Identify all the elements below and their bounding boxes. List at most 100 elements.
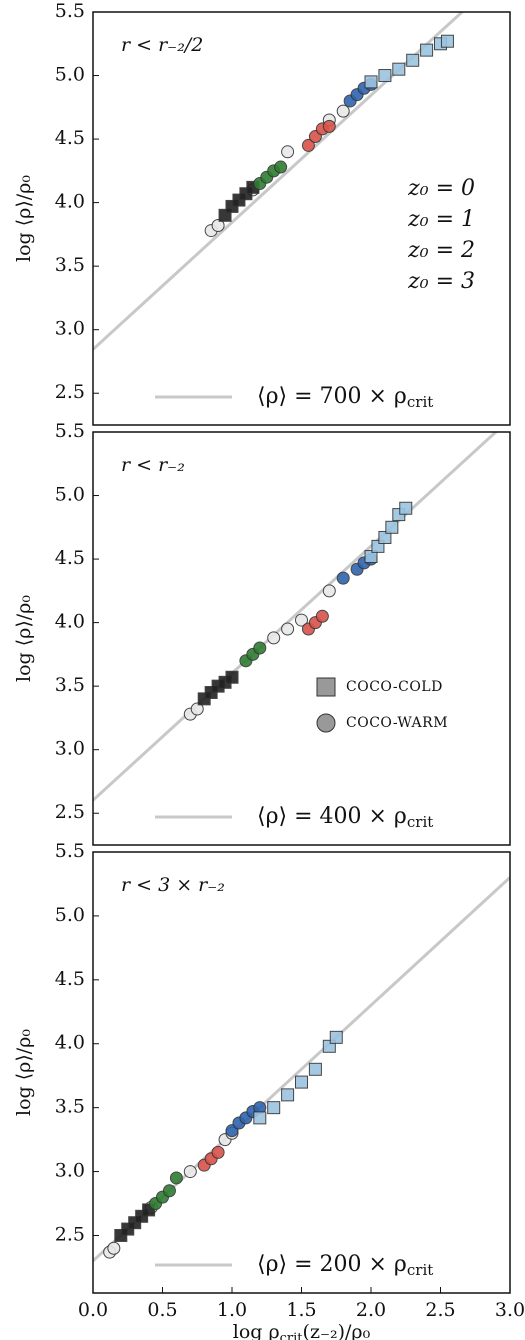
y-tick-label: 3.5 <box>55 254 85 276</box>
legend-line-label: ⟨ρ⟩ = 400 × ρcrit <box>257 804 433 831</box>
point <box>281 145 295 159</box>
point <box>295 1075 308 1089</box>
y-tick-label: 5.0 <box>55 484 85 506</box>
y-tick-label: 5.0 <box>55 64 85 86</box>
panel-annotation: r < 3 × r₋₂ <box>121 874 225 896</box>
y-tick-label: 5.5 <box>55 0 85 22</box>
y-tick-label: 4.5 <box>55 547 85 569</box>
point <box>211 1145 225 1159</box>
y-tick-label: 4.0 <box>55 191 85 213</box>
point <box>364 75 378 89</box>
x-tick-label: 3.0 <box>495 1299 525 1321</box>
y-tick-label: 5.5 <box>55 840 85 862</box>
reference-line <box>93 12 465 351</box>
x-tick-label: 1.0 <box>217 1299 247 1321</box>
legend-marker <box>316 677 336 697</box>
legend-line-label: ⟨ρ⟩ = 200 × ρcrit <box>257 1252 433 1279</box>
legend-marker <box>316 713 336 733</box>
y-tick-label: 3.0 <box>55 738 85 760</box>
y-tick-label: 3.0 <box>55 1160 85 1182</box>
point <box>322 584 336 598</box>
y-tick-label: 3.5 <box>55 1096 85 1118</box>
frame <box>92 11 511 426</box>
legend-entry: COCO-WARM <box>346 715 448 731</box>
legend-line-sub: crit <box>407 813 433 831</box>
point <box>406 53 420 67</box>
point <box>183 1165 197 1179</box>
point <box>378 69 392 83</box>
x-tick-label: 2.5 <box>425 1299 455 1321</box>
point <box>336 571 350 585</box>
legend-entry: z₀ = 2 <box>407 238 475 263</box>
legend-line-sub: crit <box>407 1261 433 1279</box>
legend-entry: z₀ = 3 <box>407 269 475 294</box>
y-tick-label: 3.0 <box>55 318 85 340</box>
point <box>107 1241 121 1255</box>
y-axis-label: log ⟨ρ⟩/ρ₀ <box>13 1029 35 1116</box>
y-tick-label: 5.5 <box>55 420 85 442</box>
y-tick-label: 2.5 <box>55 1223 85 1245</box>
legend-entry: COCO-COLD <box>346 679 443 695</box>
y-tick-label: 5.0 <box>55 904 85 926</box>
x-axis-label: log ρcrit(z₋₂)/ρ₀ <box>233 1321 371 1340</box>
y-tick-label: 3.5 <box>55 674 85 696</box>
legend-line-sub: crit <box>407 393 433 411</box>
panel-annotation: r < r₋₂ <box>121 454 185 476</box>
plot-area <box>93 432 499 802</box>
legend-line-text: ⟨ρ⟩ = 700 × ρ <box>257 384 407 409</box>
frame <box>92 851 511 1294</box>
point <box>267 1101 281 1115</box>
x-tick-label: 1.5 <box>286 1299 316 1321</box>
x-tick-label: 2.0 <box>356 1299 386 1321</box>
legend-entry: z₀ = 0 <box>407 176 475 201</box>
point <box>274 160 288 174</box>
point <box>364 550 378 564</box>
y-tick-label: 4.5 <box>55 127 85 149</box>
point <box>440 34 454 48</box>
point <box>336 104 350 118</box>
plot-area <box>93 876 510 1263</box>
point <box>211 218 225 232</box>
x-axis-label-part: (z₋₂)/ρ₀ <box>303 1321 371 1340</box>
reference-line <box>93 432 499 802</box>
point <box>253 1111 267 1125</box>
x-tick-label: 0.5 <box>147 1299 177 1321</box>
point <box>281 622 295 636</box>
point <box>329 1030 343 1044</box>
point <box>162 1184 176 1198</box>
legend-entry: z₀ = 1 <box>407 207 475 232</box>
panel-annotation: r < r₋₂/2 <box>121 34 203 56</box>
plot-area <box>93 12 465 351</box>
y-tick-label: 2.5 <box>55 381 85 403</box>
point <box>392 62 406 76</box>
point <box>169 1171 183 1185</box>
point <box>322 119 336 133</box>
x-tick-label: 0.0 <box>78 1299 108 1321</box>
point <box>190 702 204 716</box>
point <box>253 641 267 655</box>
y-tick-label: 4.0 <box>55 1032 85 1054</box>
y-axis-label: log ⟨ρ⟩/ρ₀ <box>13 175 35 262</box>
point <box>315 609 329 623</box>
point <box>385 520 399 534</box>
legend-line-label: ⟨ρ⟩ = 700 × ρcrit <box>257 384 433 411</box>
point <box>399 501 413 515</box>
point <box>308 1062 322 1076</box>
point <box>267 631 281 645</box>
y-tick-label: 4.5 <box>55 968 85 990</box>
point <box>378 530 392 544</box>
point <box>295 613 308 627</box>
point <box>281 1088 295 1102</box>
y-tick-label: 2.5 <box>55 801 85 823</box>
x-axis-label-part: crit <box>280 1331 304 1340</box>
y-tick-label: 4.0 <box>55 611 85 633</box>
point <box>225 670 239 684</box>
point <box>301 138 315 152</box>
x-axis-label-part: log ρ <box>233 1321 280 1340</box>
point <box>420 43 434 57</box>
legend-line-text: ⟨ρ⟩ = 400 × ρ <box>257 804 407 829</box>
y-axis-label: log ⟨ρ⟩/ρ₀ <box>13 595 35 682</box>
frame <box>92 431 511 846</box>
legend-line-text: ⟨ρ⟩ = 200 × ρ <box>257 1252 407 1277</box>
